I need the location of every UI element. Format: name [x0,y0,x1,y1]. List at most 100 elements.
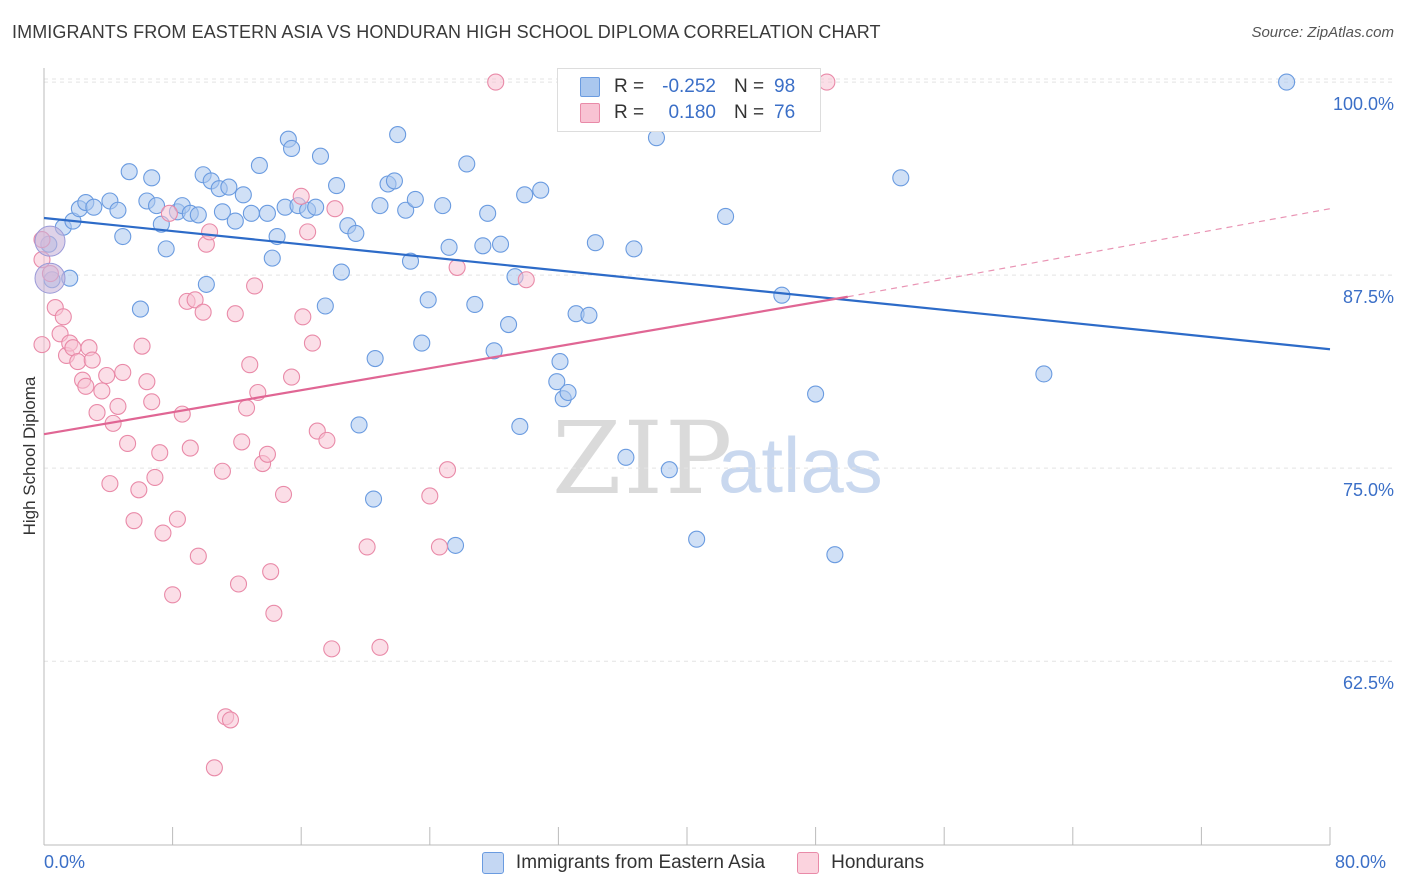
point-eastern-asia [491,235,510,253]
point-eastern-asia [220,178,238,196]
point-eastern-asia [892,169,910,187]
point-eastern-asia [197,275,215,293]
source-label: Source: ZipAtlas.com [1251,24,1394,41]
point-honduran [93,382,111,400]
point-honduran [83,351,101,369]
point-honduran [154,524,172,542]
point-eastern-asia [413,334,431,352]
axes [43,68,1331,846]
point-honduran [318,431,336,449]
point-honduran [358,538,376,556]
point-eastern-asia [466,295,484,314]
n-label: N = [734,76,765,97]
trend-line-hondurans-extrapolated [847,208,1331,298]
point-eastern-asia [364,490,383,508]
point-honduran [371,638,389,656]
point-eastern-asia [548,373,566,391]
point-honduran [818,73,836,91]
point-honduran [125,512,143,530]
point-honduran [262,563,280,581]
legend-swatch-pink [580,103,600,123]
point-eastern-asia [263,249,281,267]
point-eastern-asia [143,169,161,187]
point-eastern-asia [120,163,138,181]
point-honduran [151,444,169,462]
point-eastern-asia [586,234,604,252]
data-points [33,73,1296,777]
n-value: 98 [774,76,796,97]
point-honduran [274,485,293,503]
point-honduran [33,336,51,354]
point-eastern-asia [328,177,346,195]
point-honduran [146,468,164,486]
legend-item-eastern-asia[interactable]: Immigrants from Eastern Asia [481,852,765,874]
point-honduran [205,759,223,777]
point-eastern-asia [419,291,437,309]
point-eastern-asia [226,212,244,230]
point-honduran [237,399,256,417]
y-tick-label: 100.0% [1332,94,1394,115]
point-eastern-asia [446,536,465,554]
r-value: 0.180 [668,102,716,123]
point-cluster [34,225,66,257]
point-eastern-asia [242,204,260,222]
x-tick-label-max: 80.0% [1335,852,1387,872]
point-honduran [69,353,87,371]
point-honduran [517,271,535,289]
point-honduran [54,308,72,326]
point-honduran [265,604,283,622]
point-eastern-asia [559,383,577,402]
point-honduran [303,334,322,352]
point-honduran [160,204,178,222]
trend-line-eastern-asia [43,216,1331,351]
point-honduran [168,510,186,528]
point-eastern-asia [316,297,334,315]
point-eastern-asia [625,240,643,258]
point-eastern-asia [479,204,497,222]
point-eastern-asia [258,204,276,222]
point-eastern-asia [551,353,569,371]
point-eastern-asia [773,286,791,304]
point-honduran [109,397,127,415]
point-eastern-asia [660,461,678,479]
point-eastern-asia [131,300,149,318]
point-eastern-asia [647,129,666,147]
point-eastern-asia [688,530,706,548]
r-label: R = [614,76,645,97]
point-honduran [114,363,132,381]
point-honduran [189,547,207,565]
point-eastern-asia [250,156,268,175]
point-eastern-asia [213,203,231,221]
point-eastern-asia [397,201,415,219]
point-honduran [181,439,199,457]
point-eastern-asia [114,227,132,246]
point-eastern-asia [458,155,476,173]
point-honduran [143,393,161,411]
point-honduran [186,291,204,309]
point-eastern-asia [717,207,735,225]
y-axis-label: High School Diploma [20,376,39,536]
chart-title: IMMIGRANTS FROM EASTERN ASIA VS HONDURAN… [12,22,881,42]
point-eastern-asia [434,197,452,215]
point-honduran [283,368,301,386]
point-eastern-asia [189,206,207,224]
n-value: 76 [774,102,796,123]
trend-line-hondurans [43,295,848,436]
point-eastern-asia [157,240,175,258]
y-tick-label: 62.5% [1342,673,1394,694]
point-eastern-asia [474,237,492,255]
point-honduran [487,73,505,91]
point-honduran [133,337,151,355]
point-eastern-asia [401,252,420,270]
point-eastern-asia [332,263,350,281]
point-honduran [233,433,251,451]
point-honduran [294,308,312,326]
legend-swatch-blue [481,852,504,874]
r-label: R = [614,102,645,123]
point-eastern-asia [440,238,458,256]
point-honduran [226,305,244,323]
legend-item-hondurans[interactable]: Hondurans [797,852,924,874]
point-honduran [258,445,276,463]
legend-swatch-pink [797,852,820,874]
point-eastern-asia [485,342,503,360]
